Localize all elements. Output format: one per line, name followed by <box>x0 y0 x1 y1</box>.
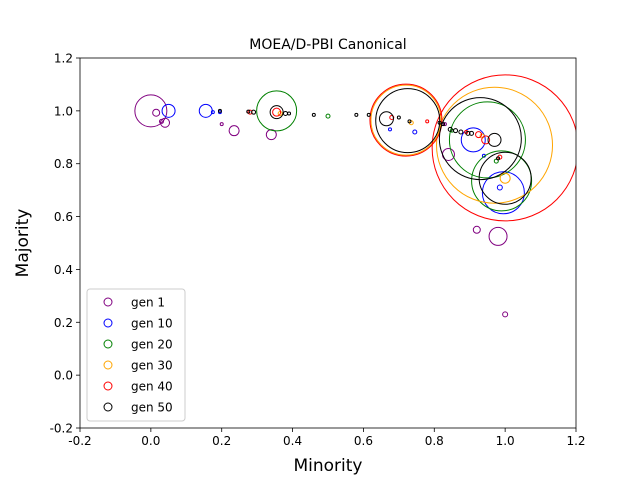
data-point <box>354 112 359 117</box>
data-point <box>425 119 430 124</box>
legend-label: gen 40 <box>131 380 173 394</box>
data-point <box>460 127 486 153</box>
data-point <box>287 111 292 116</box>
x-tick-label: 0.0 <box>141 434 160 448</box>
data-point <box>256 90 298 132</box>
data-point <box>134 94 168 128</box>
data-point <box>152 108 161 117</box>
data-point <box>496 184 503 191</box>
legend-marker <box>103 297 113 307</box>
data-point <box>219 122 224 127</box>
data-point <box>431 74 576 222</box>
data-point <box>388 127 392 132</box>
data-point <box>210 110 215 115</box>
data-point <box>472 225 481 234</box>
data-point <box>161 103 176 118</box>
data-point <box>251 109 257 115</box>
data-point <box>453 128 459 134</box>
legend-label: gen 1 <box>131 296 165 310</box>
legend-marker <box>103 318 113 328</box>
data-point <box>447 126 453 132</box>
data-point <box>481 135 491 145</box>
legend-label: gen 10 <box>131 317 173 331</box>
chart-title: MOEA/D-PBI Canonical <box>249 37 406 53</box>
data-point <box>438 97 522 181</box>
data-point <box>370 84 442 156</box>
data-point <box>272 107 282 117</box>
data-point <box>311 112 316 117</box>
legend-label: gen 30 <box>131 359 173 373</box>
x-axis-label: Minority <box>293 456 362 476</box>
data-point <box>369 83 443 157</box>
y-axis-label: Majority <box>13 209 33 278</box>
data-point <box>442 122 447 127</box>
data-point <box>499 172 511 184</box>
x-tick-label: 0.8 <box>425 434 444 448</box>
data-point <box>246 109 251 114</box>
data-point <box>407 119 412 124</box>
data-point <box>468 130 474 136</box>
data-points <box>134 74 576 318</box>
data-point <box>366 112 371 117</box>
data-point <box>458 129 464 135</box>
axes-frame <box>79 57 577 429</box>
data-point <box>475 131 483 139</box>
series-gen-20 <box>256 90 533 212</box>
y-tick-label: 1.0 <box>54 104 73 118</box>
data-point <box>448 101 526 179</box>
legend-label: gen 20 <box>131 338 173 352</box>
data-point <box>471 150 533 212</box>
y-axis: -0.2 0.0 0.2 0.4 0.6 0.8 1.0 1.2 <box>50 52 80 436</box>
legend-marker <box>103 339 113 349</box>
data-point <box>487 132 502 147</box>
data-point <box>269 105 284 120</box>
x-tick-label: 1.2 <box>566 434 585 448</box>
data-point <box>160 117 171 128</box>
x-tick-label: 0.2 <box>212 434 231 448</box>
data-point <box>217 108 222 113</box>
legend: gen 1 gen 10 gen 20 gen 30 gen 40 gen 50 <box>86 288 186 422</box>
x-tick-label: 1.0 <box>496 434 515 448</box>
data-point <box>325 113 331 119</box>
data-point <box>228 125 240 137</box>
legend-marker <box>103 360 113 370</box>
x-tick-label: 0.6 <box>354 434 373 448</box>
legend-marker <box>103 381 113 391</box>
y-tick-label: -0.2 <box>50 422 73 436</box>
y-tick-label: 0.0 <box>54 369 73 383</box>
x-axis: -0.2 0.0 0.2 0.4 0.6 0.8 1.0 1.2 <box>68 428 586 448</box>
legend-marker <box>103 402 113 412</box>
x-tick-label: 0.4 <box>283 434 302 448</box>
data-point <box>502 311 509 318</box>
data-point <box>375 88 441 154</box>
y-tick-label: 0.6 <box>54 210 73 224</box>
legend-label: gen 50 <box>131 401 173 415</box>
data-point <box>437 120 442 125</box>
data-point <box>478 151 532 205</box>
data-point <box>412 129 418 135</box>
y-tick-label: 0.2 <box>54 316 73 330</box>
y-tick-label: 0.8 <box>54 157 73 171</box>
plot-area <box>134 74 576 318</box>
y-tick-label: 0.4 <box>54 263 73 277</box>
data-point <box>496 156 501 161</box>
data-point <box>396 115 401 120</box>
data-point <box>481 171 525 215</box>
data-point <box>436 86 554 204</box>
data-point <box>265 129 277 141</box>
y-tick-label: 1.2 <box>54 52 73 66</box>
data-point <box>378 111 394 127</box>
series-gen-50 <box>217 88 532 205</box>
data-point <box>488 226 508 246</box>
x-tick-label: -0.2 <box>68 434 91 448</box>
